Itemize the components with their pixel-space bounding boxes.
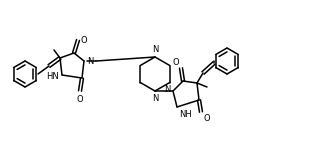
Text: O: O: [80, 36, 87, 45]
Text: O: O: [77, 95, 83, 104]
Text: N: N: [163, 85, 170, 94]
Text: N: N: [152, 45, 158, 54]
Text: O: O: [172, 58, 179, 67]
Text: N: N: [87, 57, 93, 66]
Text: O: O: [203, 114, 210, 123]
Text: N: N: [152, 94, 158, 103]
Text: HN: HN: [46, 71, 58, 81]
Text: NH: NH: [179, 110, 192, 119]
